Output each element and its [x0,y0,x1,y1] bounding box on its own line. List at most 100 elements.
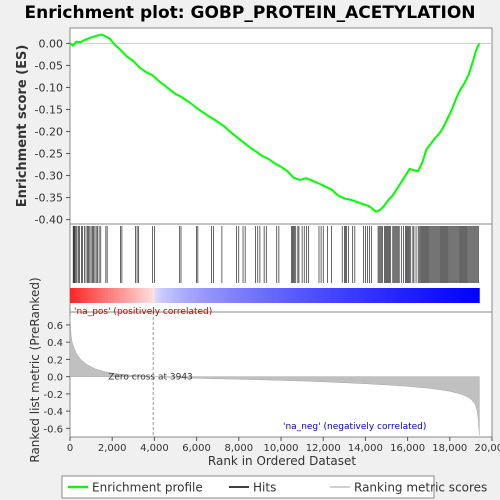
ranking-band-segment [154,288,159,303]
ranking-band-segment [143,288,147,303]
ranking-band-segment [280,288,284,303]
ranking-band-segment [81,288,86,303]
ranking-band-segment [222,288,226,303]
ranking-band-segment [210,288,214,303]
ranking-band-segment [350,288,355,303]
ranking-band-segment [444,288,448,303]
ranking-band-segment [461,288,466,303]
ranking-band-segment [157,288,162,303]
ranking-band-segment [137,288,141,303]
metric-panel [69,311,493,438]
es-panel [69,27,493,225]
ranking-band-segment [151,288,156,303]
metric-y-tick-label: 0.6 [47,321,63,332]
ranking-band-segment [108,288,112,303]
ranking-band-segment [359,288,363,303]
ranking-band-segment [412,288,416,303]
enrichment-profile-line [69,33,481,213]
ranking-band-segment [438,288,442,303]
ranking-band-segment [75,288,80,303]
ranking-band-segment [292,288,296,303]
metric-y-tick-label: 0.0 [47,373,63,384]
ranking-band-segment [435,288,439,303]
ranking-band-segment [295,288,299,303]
x-tick-label: 20,000 [475,443,500,454]
ranking-band-segment [87,288,91,303]
ranking-band-segment [385,288,390,303]
ranking-band-segment [432,288,436,303]
es-y-tick-label: 0.00 [39,37,64,50]
ranking-band-segment [163,288,167,303]
ranking-band-segment [257,288,261,303]
ranking-band-segment [134,288,138,303]
ranking-band-segment [309,288,314,303]
ranking-band-segment [374,288,378,303]
ranking-band-segment [248,288,252,303]
ranking-band-segment [116,288,121,303]
ranking-band-segment [262,288,267,303]
ranking-band-segment [336,288,340,303]
legend: Enrichment profile Hits Ranking metric sco… [68,481,487,495]
ranking-band-segment [382,288,387,303]
ranking-band-segment [160,288,164,303]
metric-y-tick-label: -0.2 [43,390,63,401]
x-axis: 0 2,000 4,000 6,000 8,000 10,000 12,000 14,000 1… [67,437,500,454]
ranking-band-segment [283,288,287,303]
ranking-band-segment [128,288,132,303]
ranking-band-segment [105,288,109,303]
x-tick-label: 14,000 [348,443,383,454]
ranking-band-segment [70,288,74,303]
ranking-band-segment [303,288,308,303]
x-tick-label: 4,000 [140,443,169,454]
ranking-band-segment [420,288,425,303]
ranking-band-segment [242,288,246,303]
x-tick-label: 8,000 [224,443,253,454]
ranking-band-segment [362,288,366,303]
metric-y-tick-label: 0.4 [47,338,63,349]
es-y-tick-label: -0.25 [35,148,63,161]
x-tick-label: 12,000 [306,443,341,454]
ranking-band-segment [219,288,223,303]
ranking-band-segment [458,288,463,303]
ranking-band-segment [78,288,83,303]
ranked-metric-area [69,316,480,436]
ranking-band-segment [429,288,433,303]
ranking-band-segment [403,288,407,303]
ranking-band-segment [406,288,410,303]
ranking-band-segment [172,288,176,303]
es-y-tick-label: -0.30 [35,170,63,183]
ranking-band-segment [274,288,278,303]
ranking-band-segment [110,288,115,303]
x-tick-label: 0 [67,443,73,454]
ranking-band-segment [96,288,100,303]
ranking-band-segment [333,288,337,303]
ranking-band-segment [102,288,106,303]
ranking-band-segment [371,288,375,303]
x-axis-label: Rank in Ordered Dataset [208,454,356,468]
es-y-tick-label: -0.35 [35,192,63,205]
ranking-band-segment [236,288,240,303]
ranking-band-segment [90,288,94,303]
ranking-band-segment [99,288,103,303]
ranking-band-segment [148,288,153,303]
es-y-axis: 0.00 -0.05 -0.10 -0.15 -0.20 -0.25 -0.30 -0.35 -… [35,37,70,227]
es-axis-label: Enrichment score (ES) [15,45,30,208]
ranking-band-segment [178,288,182,303]
ranking-band-segment [131,288,135,303]
ranking-band-segment [409,288,413,303]
ranking-band-segment [330,288,334,303]
ranking-band-segment [455,288,460,303]
ranking-band-segment [289,288,293,303]
ranking-band-segment [473,288,477,303]
ranking-band-segment [233,288,238,303]
ranking-band-segment [268,288,273,303]
ranking-band-segment [113,288,118,303]
es-y-tick-label: -0.15 [35,103,63,116]
ranking-band-segment [146,288,150,303]
ranking-band-segment [300,288,305,303]
ranking-band-segment [453,288,457,303]
es-y-tick-label: -0.40 [35,214,63,227]
positive-correlation-label: 'na_pos' (positively correlated) [74,307,212,317]
ranking-band-segment [327,288,331,303]
ranking-band-segment [286,288,290,303]
